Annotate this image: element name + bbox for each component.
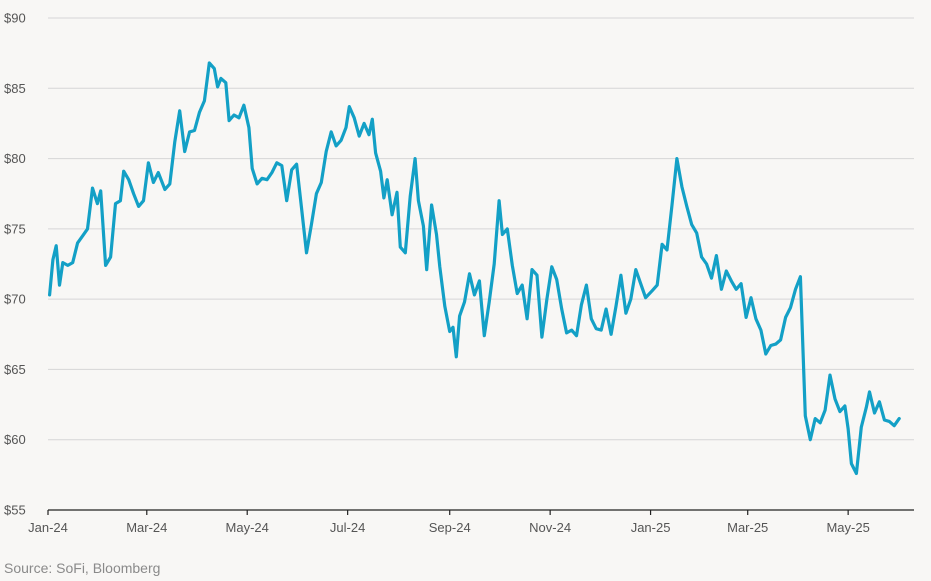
gridlines: [48, 17, 914, 441]
source-note: Source: SoFi, Bloomberg: [4, 560, 161, 576]
series-group: [48, 61, 901, 476]
x-tick-label: May-24: [226, 520, 269, 535]
y-axis-ticks: $55 $60 $65 $70 $75 $80 $85 $90: [4, 11, 26, 518]
x-tick-label: Sep-24: [429, 520, 471, 535]
x-tick-label: Mar-24: [126, 520, 167, 535]
y-tick-label: $90: [4, 11, 26, 26]
x-tick-label: Jul-24: [330, 520, 365, 535]
x-axis: Jan-24 Mar-24 May-24 Jul-24 Sep-24 Nov-24 Jan-…: [28, 509, 914, 535]
x-tick-label: Mar-25: [727, 520, 768, 535]
x-tick-label: May-25: [826, 520, 869, 535]
x-tick-label: Jan-25: [631, 520, 671, 535]
y-tick-label: $70: [4, 292, 26, 307]
x-tick-label: Jan-24: [28, 520, 68, 535]
y-tick-label: $80: [4, 151, 26, 166]
y-tick-label: $85: [4, 81, 26, 96]
y-tick-label: $60: [4, 432, 26, 447]
price-series-line: [48, 61, 901, 476]
y-tick-label: $75: [4, 221, 26, 236]
y-tick-label: $65: [4, 362, 26, 377]
x-tick-label: Nov-24: [529, 520, 571, 535]
y-tick-label: $55: [4, 503, 26, 518]
